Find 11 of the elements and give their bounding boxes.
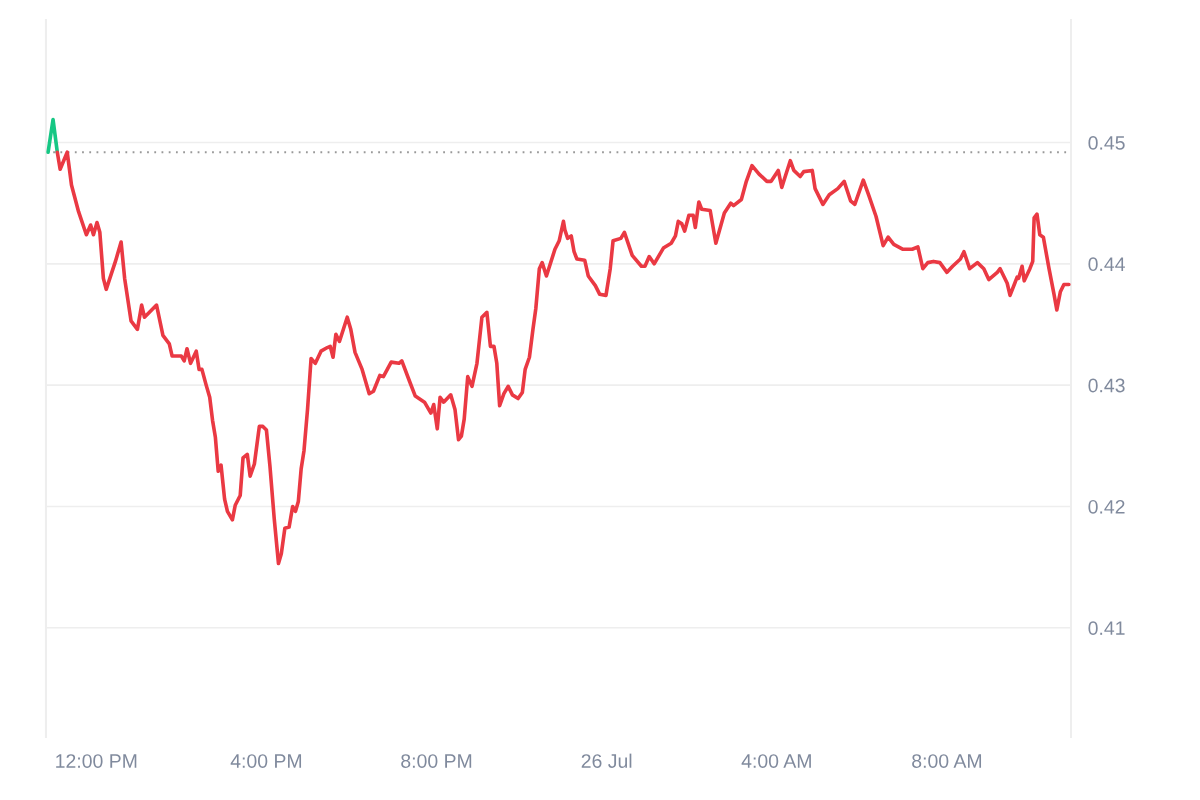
x-tick-label: 26 Jul <box>581 753 632 768</box>
y-tick-label: 0.43 <box>1088 378 1125 393</box>
y-tick-label: 0.41 <box>1088 621 1125 636</box>
x-tick-label: 8:00 AM <box>912 754 982 768</box>
x-tick-label: 4:00 PM <box>230 754 302 768</box>
y-tick-label: 0.42 <box>1088 499 1125 514</box>
x-tick-label: 4:00 AM <box>741 754 811 768</box>
x-tick-label: 8:00 PM <box>401 754 472 768</box>
y-tick-label: 0.44 <box>1088 257 1125 272</box>
y-tick-label: 0.45 <box>1088 135 1125 150</box>
x-tick-label: 12:00 PM <box>56 754 137 768</box>
